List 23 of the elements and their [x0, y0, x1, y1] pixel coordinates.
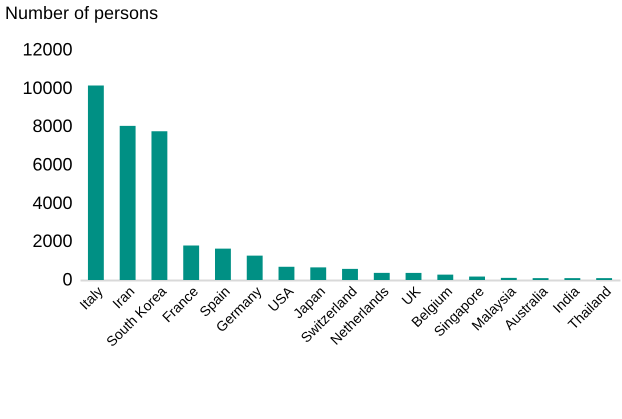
- bar: [469, 276, 485, 280]
- bar: [278, 266, 294, 280]
- x-tick-label: Iran: [109, 283, 138, 312]
- y-tick-label: 12000: [22, 40, 72, 60]
- y-tick-label: 0: [62, 270, 72, 290]
- bar: [406, 272, 422, 280]
- x-tick-label: Italy: [76, 283, 106, 313]
- bar: [120, 126, 136, 280]
- bar: [183, 246, 200, 280]
- y-tick-label: 4000: [32, 192, 72, 213]
- bar: [151, 131, 168, 280]
- bar: [310, 267, 326, 280]
- bar: [88, 85, 104, 280]
- bar: [342, 268, 358, 280]
- y-tick-label: 8000: [32, 116, 72, 136]
- bar: [215, 248, 231, 280]
- bar: [246, 256, 263, 280]
- y-axis-title: Number of persons: [5, 3, 158, 23]
- y-tick-label: 2000: [32, 231, 72, 252]
- bar: [374, 272, 390, 280]
- bar: [437, 274, 454, 280]
- y-tick-label: 10000: [22, 78, 72, 98]
- y-tick-label: 6000: [32, 154, 72, 174]
